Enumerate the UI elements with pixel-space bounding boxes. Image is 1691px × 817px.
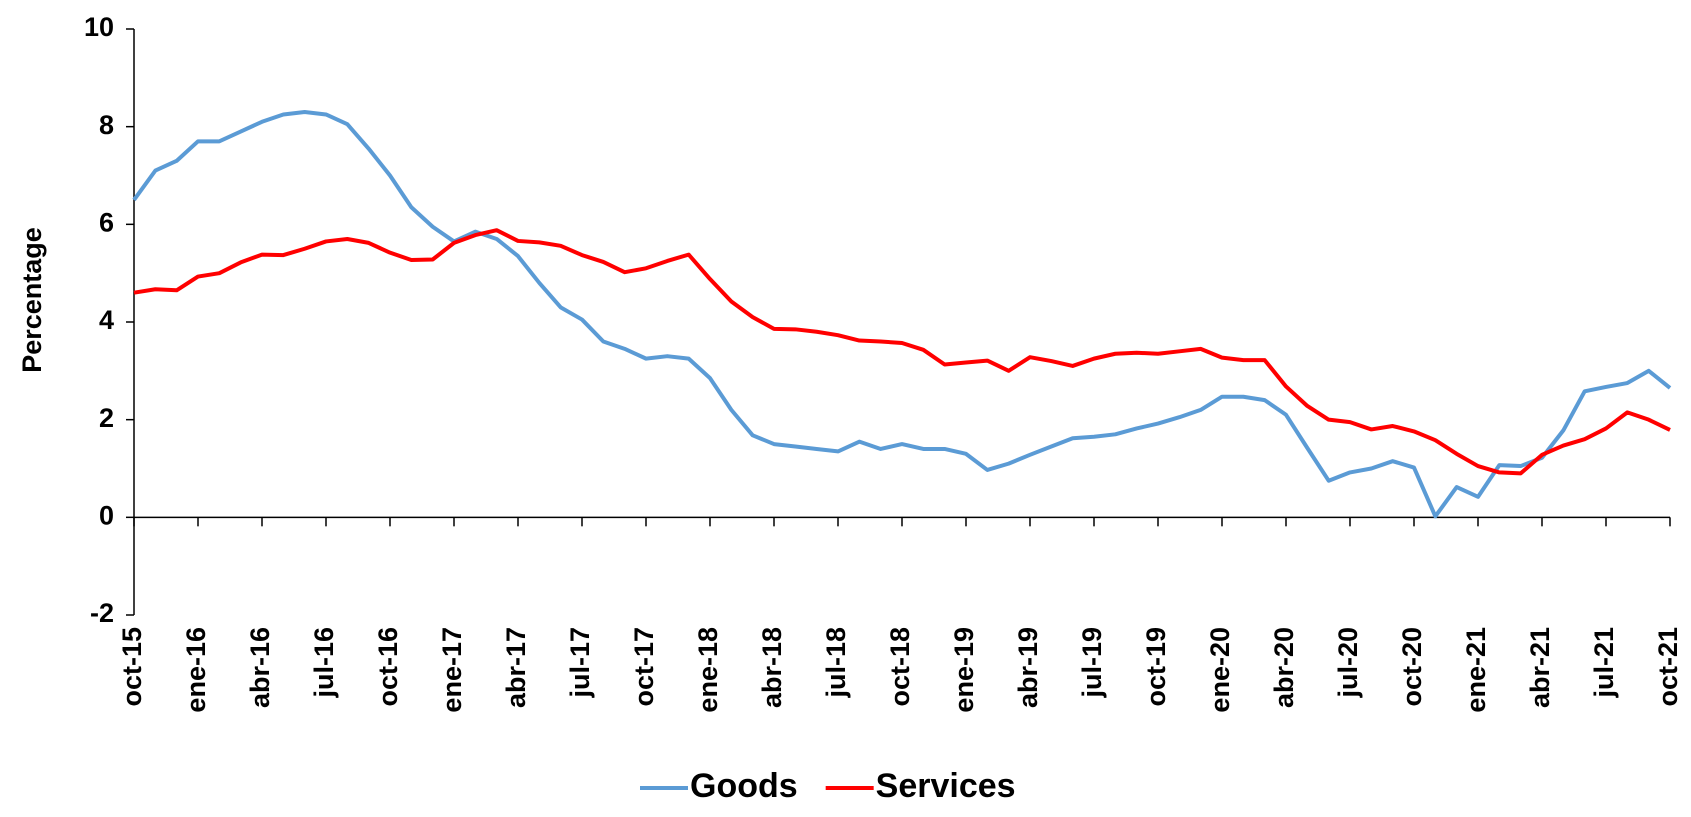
x-tick-label: ene-21 <box>1461 627 1491 713</box>
x-tick-label: abr-17 <box>501 627 531 708</box>
legend-label: Services <box>876 767 1016 805</box>
y-tick-label: -2 <box>90 598 114 628</box>
x-tick-label: oct-19 <box>1141 627 1171 707</box>
x-tick-label: jul-18 <box>821 627 851 699</box>
x-tick-label: oct-15 <box>117 627 147 707</box>
x-tick-label: ene-16 <box>181 627 211 713</box>
x-tick-label: abr-20 <box>1269 627 1299 708</box>
y-axis-label: Percentage <box>17 227 47 373</box>
y-tick-label: 0 <box>99 500 114 530</box>
x-tick-label: abr-18 <box>757 627 787 708</box>
series-line <box>133 228 1671 476</box>
x-tick-label: jul-16 <box>309 627 339 699</box>
x-tick-label: abr-21 <box>1525 627 1555 708</box>
y-tick-label: 6 <box>99 207 114 237</box>
x-tick-label: abr-19 <box>1013 627 1043 708</box>
x-tick-label: ene-17 <box>437 627 467 713</box>
y-tick-label: 4 <box>99 305 114 335</box>
series-line <box>132 110 1672 519</box>
x-tick-label: abr-16 <box>245 627 275 708</box>
y-tick-label: 8 <box>99 110 114 140</box>
y-tick-label: 2 <box>99 403 114 433</box>
x-tick-label: oct-16 <box>373 627 403 707</box>
x-tick-label: oct-18 <box>885 627 915 707</box>
legend-label: Goods <box>690 767 798 805</box>
x-tick-label: oct-17 <box>629 627 659 707</box>
x-tick-label: ene-18 <box>693 627 723 713</box>
x-tick-label: ene-20 <box>1205 627 1235 713</box>
x-tick-label: jul-17 <box>565 627 595 699</box>
x-tick-label: jul-19 <box>1077 627 1107 699</box>
x-tick-label: jul-21 <box>1589 627 1619 699</box>
y-tick-label: 10 <box>84 12 114 42</box>
x-tick-label: oct-20 <box>1397 627 1427 707</box>
x-tick-label: oct-21 <box>1653 627 1683 707</box>
x-tick-label: jul-20 <box>1333 627 1363 699</box>
x-tick-label: ene-19 <box>949 627 979 713</box>
